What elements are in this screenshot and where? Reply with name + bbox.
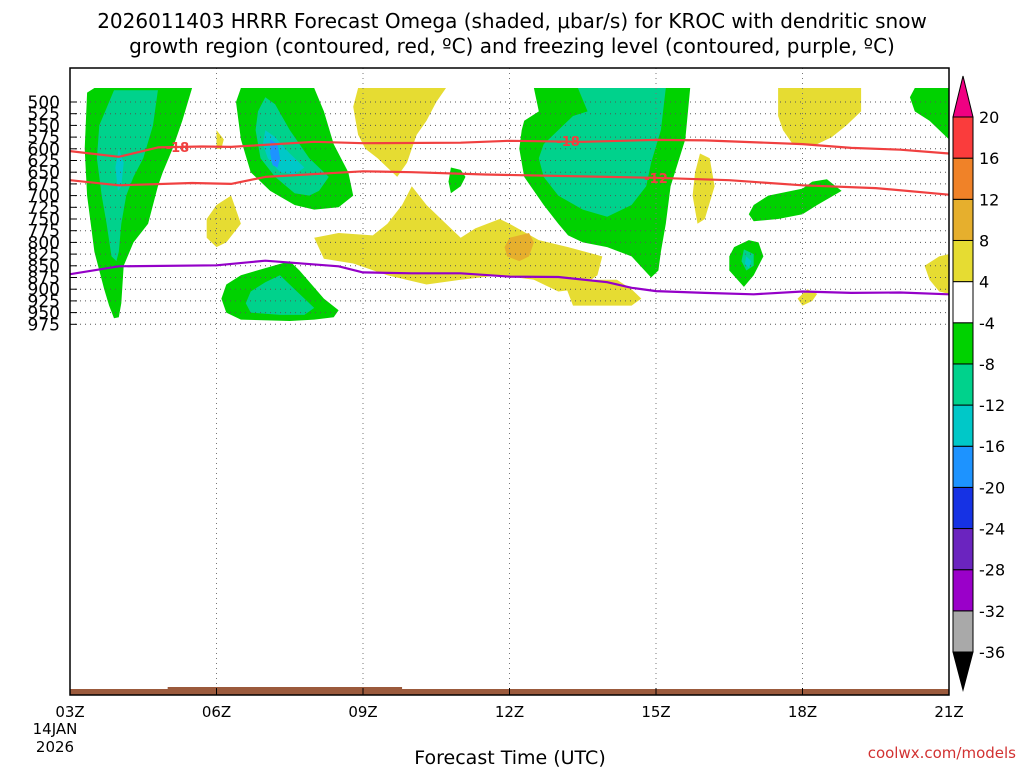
omega-region-blue-2 xyxy=(270,139,280,168)
contour-label-2: -12 xyxy=(644,172,668,187)
y-tick-label-900: 900 xyxy=(28,280,60,300)
y-tick-label-550: 550 xyxy=(28,116,60,136)
plot-frame xyxy=(69,67,950,696)
colorbar-label-11: 12 xyxy=(979,190,999,209)
date-label-day: 14JAN xyxy=(33,720,78,738)
omega-region-teal-3 xyxy=(538,88,666,217)
omega-region-cyan-1 xyxy=(115,148,124,191)
colorbar-segment-6 xyxy=(952,404,974,447)
colorbar-segment-7 xyxy=(952,363,974,406)
y-tick-label-800: 800 xyxy=(28,233,60,253)
contour-labels: -18 -18 -12 xyxy=(166,135,668,187)
omega-region-yellow-8 xyxy=(797,289,818,306)
y-tick-label-500: 500 xyxy=(28,93,60,113)
x-axis-title: Forecast Time (UTC) xyxy=(414,747,605,768)
y-tick-label-750: 750 xyxy=(28,210,60,230)
y-axis: 5005255505756006256506757007257507758008… xyxy=(28,93,77,335)
omega-region-yellow-7 xyxy=(778,88,862,145)
colorbar-arrow-top xyxy=(952,75,974,118)
colorbar-label-12: 16 xyxy=(979,149,999,168)
omega-shading xyxy=(70,88,949,695)
omega-region-teal-5 xyxy=(245,275,315,315)
colorbar-label-8: -4 xyxy=(979,314,995,333)
colorbar-segment-9 xyxy=(952,281,974,324)
y-tick-label-975: 975 xyxy=(28,315,60,335)
colorbar-label-0: -36 xyxy=(979,643,1005,662)
y-tick-label-650: 650 xyxy=(28,163,60,183)
terrain-bump xyxy=(167,687,403,690)
y-tick-label-950: 950 xyxy=(28,304,60,324)
date-label-year: 2026 xyxy=(36,738,74,756)
contour-label-0: -18 xyxy=(166,141,190,156)
x-tick-label-18Z: 18Z xyxy=(788,703,817,721)
colorbar-label-1: -32 xyxy=(979,602,1005,621)
colorbar-label-13: 20 xyxy=(979,108,999,127)
y-tick-label-675: 675 xyxy=(28,175,60,195)
omega-region-green-6 xyxy=(748,179,842,222)
x-tick-label-09Z: 09Z xyxy=(348,703,377,721)
omega-region-yellow-1 xyxy=(353,88,446,177)
omega-region-yellow-5 xyxy=(563,279,642,306)
y-tick-label-775: 775 xyxy=(28,222,60,242)
omega-region-yellow-2 xyxy=(206,195,241,248)
colorbar-segment-10 xyxy=(952,239,974,283)
y-tick-label-850: 850 xyxy=(28,257,60,277)
omega-region-green-4 xyxy=(448,167,466,194)
dgz-top-line xyxy=(70,138,949,158)
contour-label-1: -18 xyxy=(556,135,580,150)
colorbar-label-4: -20 xyxy=(979,478,1005,497)
colorbar-segment-5 xyxy=(952,445,974,488)
colorbar-label-7: -8 xyxy=(979,355,995,374)
omega-region-cyan-7 xyxy=(744,256,752,269)
colorbar-segment-12 xyxy=(952,157,974,200)
x-tick-label-03Z: 03Z xyxy=(55,703,84,721)
colorbar-segment-2 xyxy=(952,569,974,612)
colorbar: -36 -32 -28 -24 -20 -16 -12 -8 -4 4 8 12 16 20 xyxy=(952,75,1005,692)
y-tick-label-825: 825 xyxy=(28,245,60,265)
x-tick-label-21Z: 21Z xyxy=(934,703,963,721)
y-tick-label-625: 625 xyxy=(28,152,60,172)
colorbar-segment-8 xyxy=(952,322,974,365)
colorbar-label-6: -12 xyxy=(979,396,1005,415)
y-tick-label-525: 525 xyxy=(28,105,60,125)
x-tick-label-06Z: 06Z xyxy=(202,703,231,721)
omega-region-yellow-9 xyxy=(924,254,949,294)
y-tick-label-725: 725 xyxy=(28,198,60,218)
chart-title-line1: 2026011403 HRRR Forecast Omega (shaded, … xyxy=(97,9,927,33)
x-axis: 03Z 06Z 09Z 12Z 15Z 18Z 21Z xyxy=(55,688,964,721)
colorbar-segment-3 xyxy=(952,528,974,571)
omega-region-yellow-4 xyxy=(314,186,603,292)
y-tick-label-925: 925 xyxy=(28,292,60,312)
chart-title-line2: growth region (contoured, red, ºC) and f… xyxy=(129,34,895,58)
contour-lines xyxy=(70,138,949,296)
colorbar-segment-11 xyxy=(952,198,974,241)
colorbar-segment-13 xyxy=(952,116,974,159)
y-tick-label-575: 575 xyxy=(28,128,60,148)
colorbar-label-2: -28 xyxy=(979,561,1005,580)
omega-region-teal-1 xyxy=(96,90,158,262)
y-tick-label-700: 700 xyxy=(28,187,60,207)
omega-region-green-8 xyxy=(909,88,949,140)
colorbar-label-5: -16 xyxy=(979,437,1005,456)
colorbar-segment-1 xyxy=(952,610,974,653)
x-tick-label-15Z: 15Z xyxy=(641,703,670,721)
omega-region-yellow-6 xyxy=(692,153,715,224)
colorbar-arrow-bottom xyxy=(952,651,974,692)
colorbar-label-3: -24 xyxy=(979,520,1005,539)
colorbar-segment-4 xyxy=(952,486,974,530)
omega-region-orange-4 xyxy=(504,233,534,262)
x-tick-label-12Z: 12Z xyxy=(495,703,524,721)
colorbar-label-9: 4 xyxy=(979,273,989,292)
gridlines xyxy=(70,68,949,695)
dgz-bottom-line xyxy=(70,170,949,196)
credit-link[interactable]: coolwx.com/models xyxy=(868,744,1016,762)
omega-region-yellow-3 xyxy=(216,130,224,149)
colorbar-label-10: 8 xyxy=(979,231,989,250)
y-tick-label-875: 875 xyxy=(28,269,60,289)
freezing-level-line xyxy=(70,259,949,296)
omega-region-teal-2 xyxy=(255,97,329,196)
y-tick-label-600: 600 xyxy=(28,140,60,160)
